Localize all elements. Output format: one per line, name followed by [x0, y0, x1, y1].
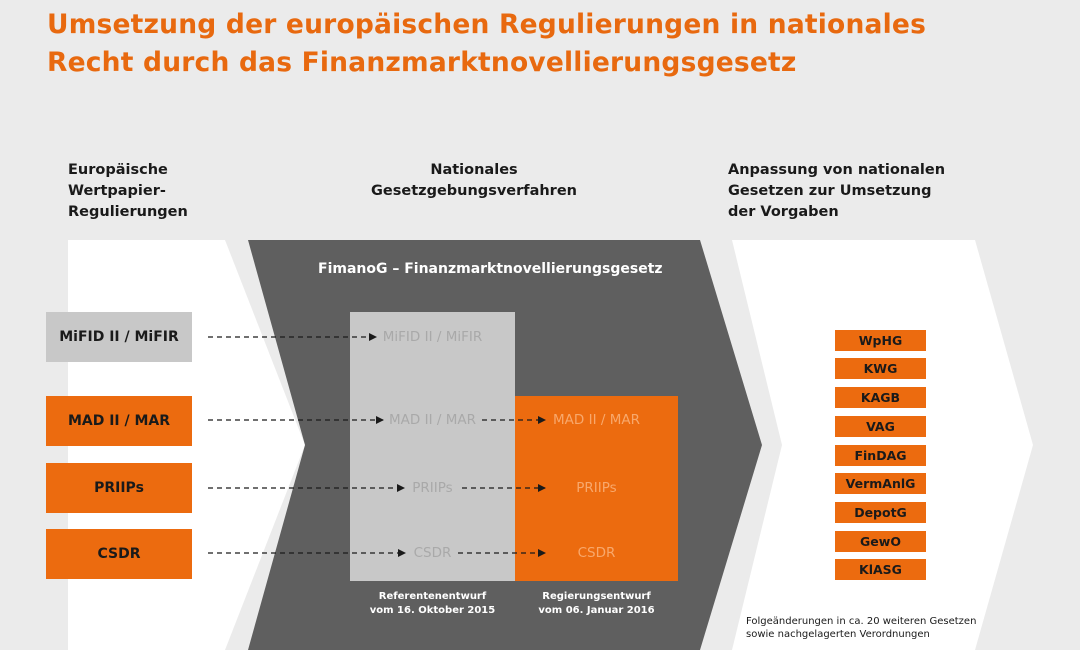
footnote-line-1: Folgeänderungen in ca. 20 weiteren Geset… — [746, 616, 977, 627]
title-line-2: Recht durch das Finanzmarktnovellierungs… — [47, 47, 797, 78]
reg-caption-line-1: Regierungsentwurf — [542, 591, 651, 602]
regierungsentwurf-caption: Regierungsentwurf vom 06. Januar 2016 — [515, 590, 678, 618]
reg-item-csdr: CSDR — [577, 545, 616, 561]
middle-heading-line-2: Gesetzgebungsverfahren — [371, 183, 577, 199]
regulation-label: CSDR — [97, 546, 141, 562]
law-box-kwg: KWG — [835, 358, 926, 379]
regulation-box-mifid: MiFID II / MiFIR — [46, 312, 192, 362]
regulation-label: PRIIPs — [94, 480, 144, 496]
law-box-findag: FinDAG — [835, 445, 926, 466]
middle-heading-line-1: Nationales — [430, 162, 518, 178]
title-line-1: Umsetzung der europäischen Regulierungen… — [47, 9, 927, 40]
law-box-klasg: KlASG — [835, 559, 926, 580]
law-box-vag: VAG — [835, 416, 926, 437]
ref-item-mad: MAD II / MAR — [389, 412, 476, 428]
law-box-kagb: KAGB — [835, 387, 926, 408]
fimanog-title: FimanoG – Finanzmarktnovellierungsgesetz — [318, 261, 663, 277]
referentenentwurf-panel — [350, 312, 515, 581]
law-box-depotg: DepotG — [835, 502, 926, 523]
ref-item-csdr: CSDR — [413, 545, 452, 561]
referentenentwurf-caption: Referentenentwurf vom 16. Oktober 2015 — [350, 590, 515, 618]
footnote-line-2: sowie nachgelagerten Verordnungen — [746, 629, 930, 640]
reg-caption-line-2: vom 06. Januar 2016 — [538, 605, 655, 616]
right-heading-line-2: Gesetzen zur Umsetzung — [728, 183, 932, 199]
law-box-gewo: GewO — [835, 531, 926, 552]
right-heading-line-3: der Vorgaben — [728, 204, 839, 220]
ref-item-priips: PRIIPs — [412, 480, 453, 496]
regulation-box-csdr: CSDR — [46, 529, 192, 579]
regulation-box-mad: MAD II / MAR — [46, 396, 192, 446]
left-column-heading: Europäische Wertpapier- Regulierungen — [68, 160, 188, 223]
footnote: Folgeänderungen in ca. 20 weiteren Geset… — [746, 615, 976, 641]
left-heading-line-3: Regulierungen — [68, 204, 188, 220]
ref-caption-line-2: vom 16. Oktober 2015 — [369, 605, 496, 616]
regulation-box-priips: PRIIPs — [46, 463, 192, 513]
regulation-label: MiFID II / MiFIR — [59, 329, 179, 345]
regulation-label: MAD II / MAR — [67, 413, 171, 429]
reg-item-mad: MAD II / MAR — [553, 412, 640, 428]
law-box-wphg: WpHG — [835, 330, 926, 351]
ref-caption-line-1: Referentenentwurf — [378, 591, 487, 602]
ref-item-mifid: MiFID II / MiFIR — [382, 329, 483, 345]
left-heading-line-2: Wertpapier- — [68, 183, 166, 199]
reg-item-priips: PRIIPs — [576, 480, 617, 496]
right-column-heading: Anpassung von nationalen Gesetzen zur Um… — [728, 160, 945, 223]
right-heading-line-1: Anpassung von nationalen — [728, 162, 946, 178]
middle-column-heading: Nationales Gesetzgebungsverfahren — [370, 160, 578, 202]
left-heading-line-1: Europäische — [68, 162, 168, 178]
page-title: Umsetzung der europäischen Regulierungen… — [47, 6, 926, 82]
law-box-vermanlg: VermAnlG — [835, 473, 926, 494]
